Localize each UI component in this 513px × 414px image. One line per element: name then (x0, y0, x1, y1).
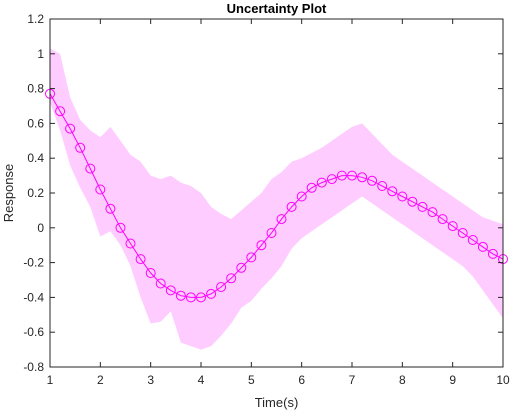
y-tick-label: -0.2 (23, 256, 44, 270)
data-point-marker (427, 207, 438, 218)
x-tick-label: 5 (248, 373, 255, 387)
data-point-marker (296, 191, 307, 202)
y-tick-label: 1 (37, 47, 44, 61)
data-point-marker (155, 278, 166, 289)
data-point-marker (216, 282, 227, 292)
mean-response-line (49, 93, 504, 298)
data-point-marker (367, 175, 378, 186)
y-tick-label: 0.2 (27, 186, 44, 200)
data-point-marker (55, 106, 66, 117)
data-point-marker (447, 221, 458, 232)
data-point-marker (467, 235, 478, 245)
y-axis-ticks: -0.8 -0.6 -0.4 -0.2 0 0.2 0.4 0.6 0.8 1 1.2 (23, 12, 503, 374)
data-point-marker (377, 181, 388, 191)
data-point-marker (105, 203, 116, 214)
data-point-marker (125, 238, 136, 249)
data-point-marker (326, 174, 337, 185)
data-point-marker (95, 184, 106, 195)
chart-title: Uncertainty Plot (227, 1, 327, 16)
data-point-marker (387, 186, 398, 197)
x-tick-label: 9 (449, 373, 456, 387)
x-tick-label: 7 (349, 373, 356, 387)
data-point-marker (236, 262, 247, 273)
y-tick-label: 0.6 (27, 116, 44, 130)
x-tick-label: 6 (298, 373, 305, 387)
uncertainty-band (50, 48, 503, 350)
x-axis-label: Time(s) (255, 395, 299, 410)
y-tick-label: 0 (37, 221, 44, 235)
data-point-marker (226, 273, 237, 284)
data-point-marker (477, 241, 488, 252)
data-point-markers (45, 88, 508, 303)
data-point-marker (75, 142, 86, 153)
data-point-marker (206, 288, 217, 299)
y-axis-label: Response (1, 164, 16, 223)
y-tick-label: -0.4 (23, 290, 44, 304)
y-tick-label: 1.2 (27, 12, 44, 26)
data-point-marker (487, 248, 498, 259)
x-tick-label: 4 (198, 373, 205, 387)
data-point-marker (336, 170, 347, 181)
data-point-marker (185, 292, 196, 303)
data-point-marker (145, 268, 156, 278)
data-point-marker (276, 214, 287, 225)
data-point-marker (417, 201, 428, 212)
data-point-marker (85, 163, 96, 174)
x-tick-label: 8 (399, 373, 406, 387)
data-point-marker (457, 228, 468, 238)
data-point-marker (115, 222, 126, 233)
x-tick-label: 2 (97, 373, 104, 387)
data-point-marker (306, 182, 317, 193)
data-point-marker (256, 240, 267, 251)
x-tick-label: 10 (496, 373, 510, 387)
data-point-marker (286, 201, 297, 212)
data-point-marker (165, 285, 176, 296)
data-point-marker (347, 170, 357, 181)
y-tick-label: -0.6 (23, 325, 44, 339)
x-axis-ticks: 1 2 3 4 5 6 7 8 9 10 (47, 19, 510, 387)
data-point-marker (437, 214, 448, 225)
y-tick-label: 0.4 (27, 151, 44, 165)
data-point-marker (65, 123, 76, 134)
data-point-marker (316, 177, 327, 188)
data-point-marker (266, 228, 277, 238)
data-point-marker (196, 292, 206, 303)
data-point-marker (135, 254, 146, 265)
data-point-marker (357, 172, 368, 183)
x-tick-label: 1 (47, 373, 54, 387)
data-point-marker (246, 252, 257, 263)
y-tick-label: -0.8 (23, 360, 44, 374)
data-point-marker (397, 191, 408, 202)
y-tick-label: 0.8 (27, 82, 44, 96)
x-tick-label: 3 (147, 373, 154, 387)
data-point-marker (407, 196, 418, 207)
data-point-marker (175, 290, 186, 301)
